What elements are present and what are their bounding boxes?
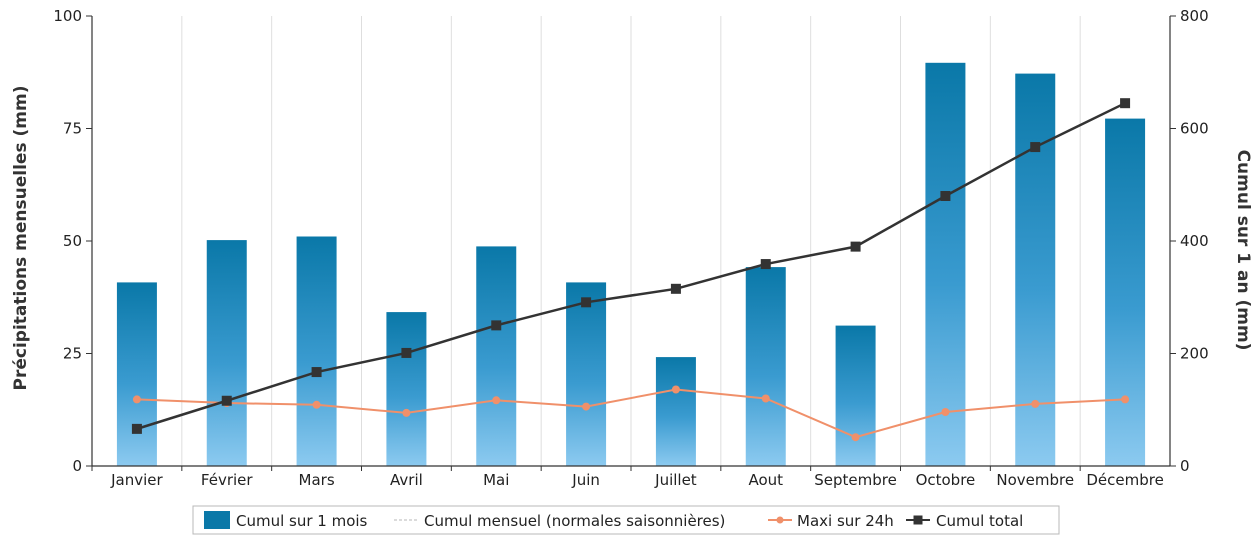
bar-janvier <box>116 282 157 466</box>
point-total <box>760 259 771 270</box>
y-tick-label-right: 800 <box>1180 7 1209 25</box>
bar-février <box>206 240 247 466</box>
legend-swatch-bar <box>204 511 230 529</box>
x-tick-label: Novembre <box>996 471 1074 489</box>
legend-marker-maxi <box>776 516 784 524</box>
bar-mai <box>476 246 517 466</box>
point-total <box>940 191 951 201</box>
gridlines <box>181 16 1081 466</box>
point-total <box>491 320 502 331</box>
y-axis-title-left: Précipitations mensuelles (mm) <box>11 86 31 391</box>
point-total <box>401 347 412 358</box>
y-tick-label-right: 0 <box>1180 457 1190 475</box>
y-axis-title-right: Cumul sur 1 an (mm) <box>1233 150 1253 351</box>
legend-label-total: Cumul total <box>936 512 1023 530</box>
point-maxi <box>492 396 501 405</box>
bar-mars <box>296 236 337 466</box>
point-total <box>131 423 142 434</box>
x-tick-label: Janvier <box>110 471 163 489</box>
point-total <box>850 241 861 252</box>
x-tick-label: Avril <box>390 471 423 489</box>
bar-juillet <box>655 357 696 466</box>
y-tick-label-right: 200 <box>1180 345 1209 363</box>
x-tick-label: Mars <box>299 471 335 489</box>
point-maxi <box>132 395 141 404</box>
point-total <box>1120 98 1131 109</box>
point-total <box>670 283 681 294</box>
y-tick-label-left: 50 <box>63 232 82 250</box>
axes: 0 25 50 75 100 0 200 400 600 800 Janvier Février Mar… <box>53 7 1208 489</box>
point-maxi <box>1031 399 1040 408</box>
y-tick-label-left: 25 <box>63 345 82 363</box>
y-tick-label-left: 75 <box>63 120 82 138</box>
legend: Cumul sur 1 mois Cumul mensuel (normales… <box>192 505 1060 535</box>
legend-label-normales: Cumul mensuel (normales saisonnières) <box>424 512 725 530</box>
x-tick-label: Septembre <box>814 471 897 489</box>
line-series <box>131 98 1131 442</box>
x-tick-label: Février <box>201 471 253 489</box>
point-total <box>221 395 232 406</box>
point-total <box>311 367 322 378</box>
y-tick-label-left: 100 <box>53 7 82 25</box>
x-tick-label: Décembre <box>1086 471 1163 489</box>
bar-series <box>116 62 1146 467</box>
line-total <box>136 102 1126 431</box>
legend-marker-total <box>913 515 923 525</box>
bar-octobre <box>925 62 966 467</box>
point-maxi <box>312 400 321 409</box>
x-tick-label: Mai <box>483 471 509 489</box>
point-maxi <box>1121 395 1130 404</box>
bar-avril <box>386 312 427 466</box>
x-tick-label: Octobre <box>916 471 976 489</box>
y-tick-label-right: 600 <box>1180 120 1209 138</box>
point-maxi <box>851 433 860 442</box>
y-tick-label-right: 400 <box>1180 232 1209 250</box>
point-maxi <box>402 408 411 417</box>
point-maxi <box>761 394 770 403</box>
bar-septembre <box>835 325 876 466</box>
point-maxi <box>671 385 680 394</box>
y-tick-label-left: 0 <box>72 457 82 475</box>
legend-label-bar: Cumul sur 1 mois <box>236 512 368 530</box>
point-total <box>581 297 592 308</box>
x-tick-label: Juillet <box>654 471 697 489</box>
x-tick-label: Aout <box>748 471 783 489</box>
line-maxi <box>136 388 1126 439</box>
bar-décembre <box>1105 118 1146 466</box>
bar-aout <box>745 267 786 466</box>
point-maxi <box>941 408 950 416</box>
bar-juin <box>566 282 607 466</box>
point-maxi <box>582 402 591 411</box>
x-tick-label: Juin <box>571 471 600 489</box>
legend-label-maxi: Maxi sur 24h <box>797 512 894 530</box>
point-total <box>1030 142 1041 153</box>
